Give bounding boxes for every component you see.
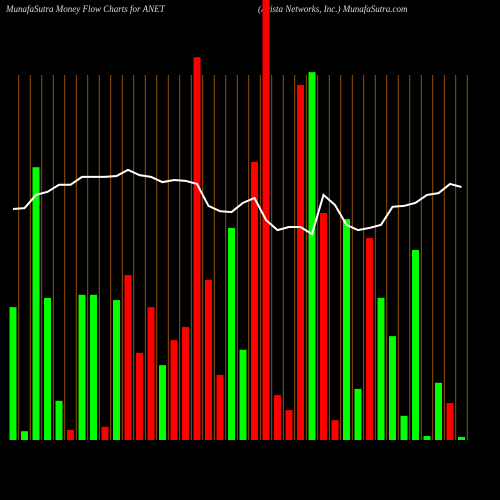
money-flow-line [12, 168, 462, 236]
bar [331, 420, 339, 440]
bar [412, 249, 419, 440]
bar [90, 294, 97, 440]
bar [170, 340, 178, 440]
bar [377, 297, 385, 440]
bar [78, 294, 86, 440]
bar [193, 57, 201, 440]
bar [274, 395, 281, 440]
bar [67, 429, 74, 440]
bar [21, 431, 28, 440]
bar [101, 426, 109, 440]
bar [136, 352, 143, 440]
chart-subtitle: (Arista Networks, Inc.) MunafaSutra.com [258, 4, 408, 14]
bar [366, 238, 373, 440]
bar [446, 403, 454, 440]
bar [285, 410, 293, 440]
bar [113, 300, 120, 440]
bar [124, 275, 132, 440]
bar [44, 297, 51, 440]
bar [354, 388, 362, 440]
bar [159, 365, 166, 440]
bar [297, 84, 304, 441]
bar [228, 227, 235, 440]
bar [205, 279, 212, 440]
bar [320, 212, 327, 440]
bar [308, 72, 316, 440]
bar [389, 336, 396, 440]
bar [343, 219, 350, 440]
chart-title: MunafaSutra Money Flow Charts for ANET [5, 4, 166, 14]
bar [400, 415, 408, 440]
bar [458, 436, 465, 440]
bar [435, 382, 442, 440]
bar [32, 167, 40, 440]
bar [423, 436, 431, 440]
bar [147, 307, 155, 440]
bar [251, 161, 258, 441]
bar [55, 400, 63, 440]
bar [239, 349, 247, 440]
bar [182, 326, 189, 440]
bar [216, 374, 224, 440]
bar [9, 307, 17, 440]
